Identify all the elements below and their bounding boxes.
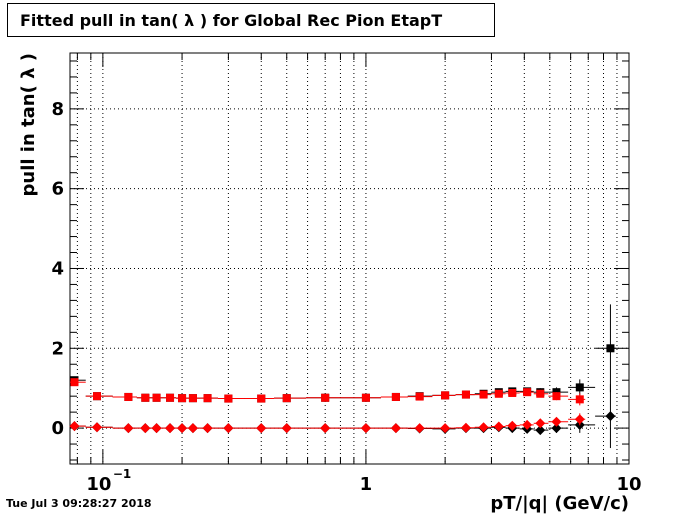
plot-frame <box>69 52 630 465</box>
data-point <box>282 394 291 403</box>
data-point <box>203 394 212 403</box>
data-point <box>605 411 616 422</box>
data-point <box>535 418 546 429</box>
data-point <box>177 423 188 434</box>
y-tick-label: 4 <box>51 258 64 279</box>
y-tick-label: 6 <box>51 179 64 200</box>
data-point <box>440 423 451 434</box>
data-point <box>361 393 370 402</box>
data-point <box>522 419 533 430</box>
data-point <box>93 392 102 401</box>
data-point <box>69 421 80 432</box>
x-axis-title: pT/|q| (GeV/c) <box>490 493 629 514</box>
data-point <box>141 393 150 402</box>
series-0 <box>70 304 616 403</box>
data-point <box>92 422 103 433</box>
data-point <box>321 393 330 402</box>
data-point <box>479 390 488 399</box>
data-point <box>493 421 504 432</box>
chart-title: Fitted pull in tan( λ ) for Global Rec P… <box>7 3 495 37</box>
data-point <box>202 423 213 434</box>
data-point <box>140 423 151 434</box>
data-point <box>70 378 79 387</box>
x-tick-label: 10 <box>616 474 641 495</box>
data-point <box>494 389 503 398</box>
x-tick-label: 1 <box>360 474 373 495</box>
data-point <box>152 393 161 402</box>
data-point <box>360 423 371 434</box>
series-3 <box>69 413 586 434</box>
y-axis-title: pull in tan( λ ) <box>18 53 39 197</box>
data-point <box>508 388 517 397</box>
data-point <box>461 390 470 399</box>
data-point <box>123 423 134 434</box>
y-tick-label: 2 <box>51 338 64 359</box>
data-point <box>223 423 234 434</box>
data-point <box>187 423 198 434</box>
data-point <box>552 392 561 401</box>
data-point <box>523 388 532 397</box>
data-point <box>281 423 292 434</box>
data-point <box>165 423 176 434</box>
y-tick-label: 0 <box>51 418 64 439</box>
data-point <box>414 423 425 434</box>
data-point <box>575 383 584 392</box>
data-point <box>415 392 424 401</box>
data-point <box>441 391 450 400</box>
data-layer <box>69 304 616 449</box>
x-tick-label: 10 <box>86 474 111 495</box>
data-point <box>551 423 562 434</box>
data-point <box>460 422 471 433</box>
x-tick-label-exponent: −1 <box>113 467 131 481</box>
data-point <box>391 392 400 401</box>
data-point <box>188 394 197 403</box>
data-point <box>151 423 162 434</box>
grid-layer <box>70 53 630 464</box>
data-point <box>575 395 584 404</box>
tick-layer <box>70 53 630 464</box>
timestamp: Tue Jul 3 09:28:27 2018 <box>6 497 152 510</box>
data-point <box>224 394 233 403</box>
data-point <box>178 394 187 403</box>
data-point <box>478 422 489 433</box>
data-point <box>551 416 562 427</box>
data-point <box>507 420 518 431</box>
data-point <box>390 423 401 434</box>
data-point <box>574 414 585 425</box>
data-point <box>535 425 546 436</box>
y-tick-label: 8 <box>51 99 64 120</box>
series-1 <box>70 378 586 406</box>
data-point <box>124 392 133 401</box>
data-point <box>606 344 615 353</box>
data-point <box>536 389 545 398</box>
data-point <box>256 423 267 434</box>
data-point <box>320 423 331 434</box>
data-point <box>166 393 175 402</box>
data-point <box>257 394 266 403</box>
